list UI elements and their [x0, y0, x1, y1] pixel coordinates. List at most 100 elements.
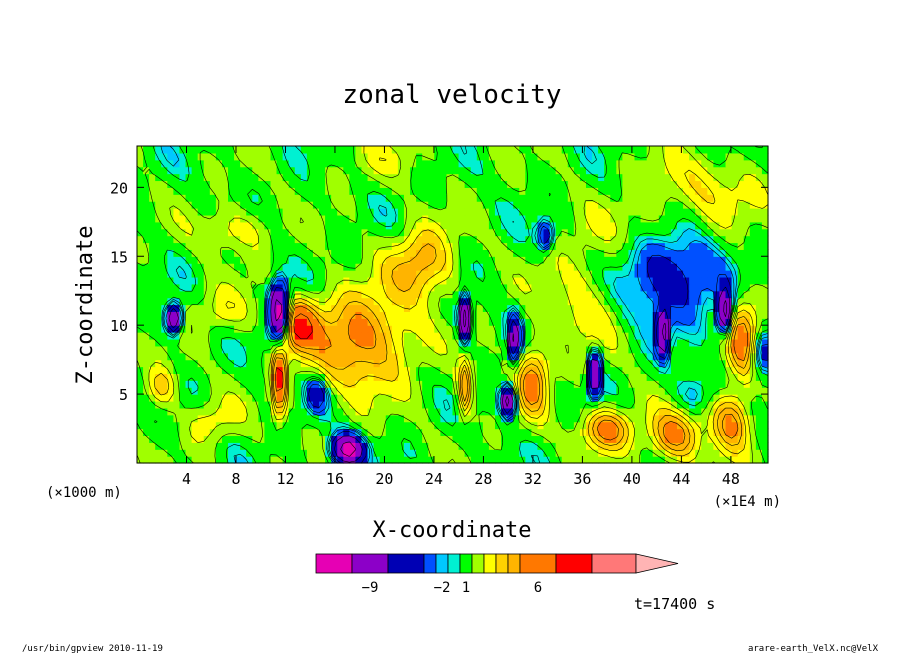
field-cell: [579, 221, 587, 230]
field-cell: [149, 270, 156, 278]
field-cell: [695, 442, 702, 450]
field-cell: [209, 338, 217, 347]
field-cell: [312, 256, 320, 264]
field-cell: [246, 146, 253, 154]
field-cell: [446, 187, 454, 195]
field-cell: [494, 345, 502, 354]
field-cell: [701, 380, 708, 388]
field-cell: [234, 201, 241, 209]
field-cell: [719, 159, 727, 168]
field-cell: [501, 394, 508, 402]
field-cell: [640, 173, 648, 182]
field-cell: [416, 428, 423, 437]
field-cell: [731, 428, 739, 437]
field-cell: [331, 235, 338, 244]
field-cell: [191, 380, 199, 388]
field-cell: [713, 290, 721, 299]
field-cell: [616, 428, 623, 437]
field-cell: [373, 407, 381, 416]
field-cell: [337, 194, 344, 202]
field-cell: [695, 228, 702, 237]
field-cell: [337, 297, 344, 306]
field-cell: [707, 325, 714, 333]
field-cell: [634, 249, 642, 257]
field-cell: [179, 311, 187, 319]
field-cell: [701, 214, 708, 223]
field-cell: [179, 394, 187, 402]
field-cell: [185, 400, 193, 409]
field-cell: [628, 359, 636, 368]
field-cell: [476, 373, 484, 381]
field-cell: [476, 228, 484, 237]
field-cell: [634, 318, 642, 326]
field-cell: [494, 332, 502, 340]
field-cell: [373, 387, 381, 395]
field-cell: [695, 352, 702, 361]
field-cell: [434, 152, 441, 161]
field-cell: [719, 270, 727, 278]
field-cell: [276, 256, 284, 264]
field-cell: [579, 146, 587, 154]
field-cell: [306, 394, 314, 402]
field-cell: [361, 400, 369, 409]
field-cell: [470, 387, 478, 395]
field-cell: [367, 338, 375, 347]
field-cell: [361, 201, 369, 209]
field-cell: [476, 194, 484, 202]
field-cell: [701, 345, 708, 354]
field-cell: [537, 442, 545, 450]
field-cell: [501, 152, 508, 161]
field-cell: [173, 394, 181, 402]
field-cell: [252, 318, 259, 326]
field-cell: [228, 270, 235, 278]
field-cell: [610, 380, 617, 388]
field-cell: [628, 394, 636, 402]
field-cell: [191, 159, 199, 168]
field-cell: [355, 159, 363, 168]
field-cell: [561, 242, 569, 250]
field-cell: [525, 263, 532, 271]
field-cell: [185, 380, 193, 388]
field-cell: [713, 173, 721, 182]
field-cell: [197, 394, 205, 402]
field-cell: [173, 435, 181, 443]
field-cell: [494, 290, 502, 299]
field-cell: [464, 152, 472, 161]
field-cell: [719, 201, 727, 209]
field-cell: [464, 187, 472, 195]
field-cell: [319, 318, 326, 326]
field-cell: [640, 235, 648, 244]
field-cell: [410, 338, 417, 347]
field-cell: [634, 290, 642, 299]
field-cell: [203, 428, 211, 437]
field-cell: [525, 442, 532, 450]
field-cell: [531, 270, 539, 278]
field-cell: [228, 214, 235, 223]
field-cell: [573, 449, 581, 457]
field-cell: [282, 414, 290, 423]
field-cell: [288, 146, 296, 154]
field-cell: [561, 159, 569, 168]
field-cell: [367, 456, 375, 464]
field-cell: [191, 235, 199, 244]
field-cell: [695, 214, 702, 223]
field-cell: [325, 242, 332, 250]
field-cell: [410, 194, 417, 202]
field-cell: [203, 201, 211, 209]
field-cell: [161, 407, 168, 416]
field-cell: [300, 290, 308, 299]
field-cell: [640, 201, 648, 209]
field-cell: [143, 338, 150, 347]
field-cell: [197, 373, 205, 381]
field-cell: [634, 159, 642, 168]
field-cell: [683, 187, 690, 195]
field-cell: [567, 290, 575, 299]
field-cell: [167, 428, 175, 437]
field-cell: [761, 400, 769, 409]
field-cell: [246, 380, 253, 388]
field-cell: [155, 221, 162, 230]
field-cell: [385, 214, 393, 223]
field-cell: [319, 173, 326, 182]
field-cell: [337, 442, 344, 450]
